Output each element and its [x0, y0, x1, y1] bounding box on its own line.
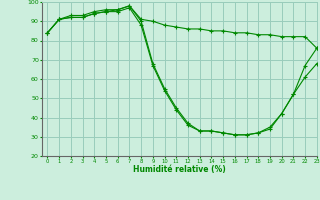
X-axis label: Humidité relative (%): Humidité relative (%)	[133, 165, 226, 174]
